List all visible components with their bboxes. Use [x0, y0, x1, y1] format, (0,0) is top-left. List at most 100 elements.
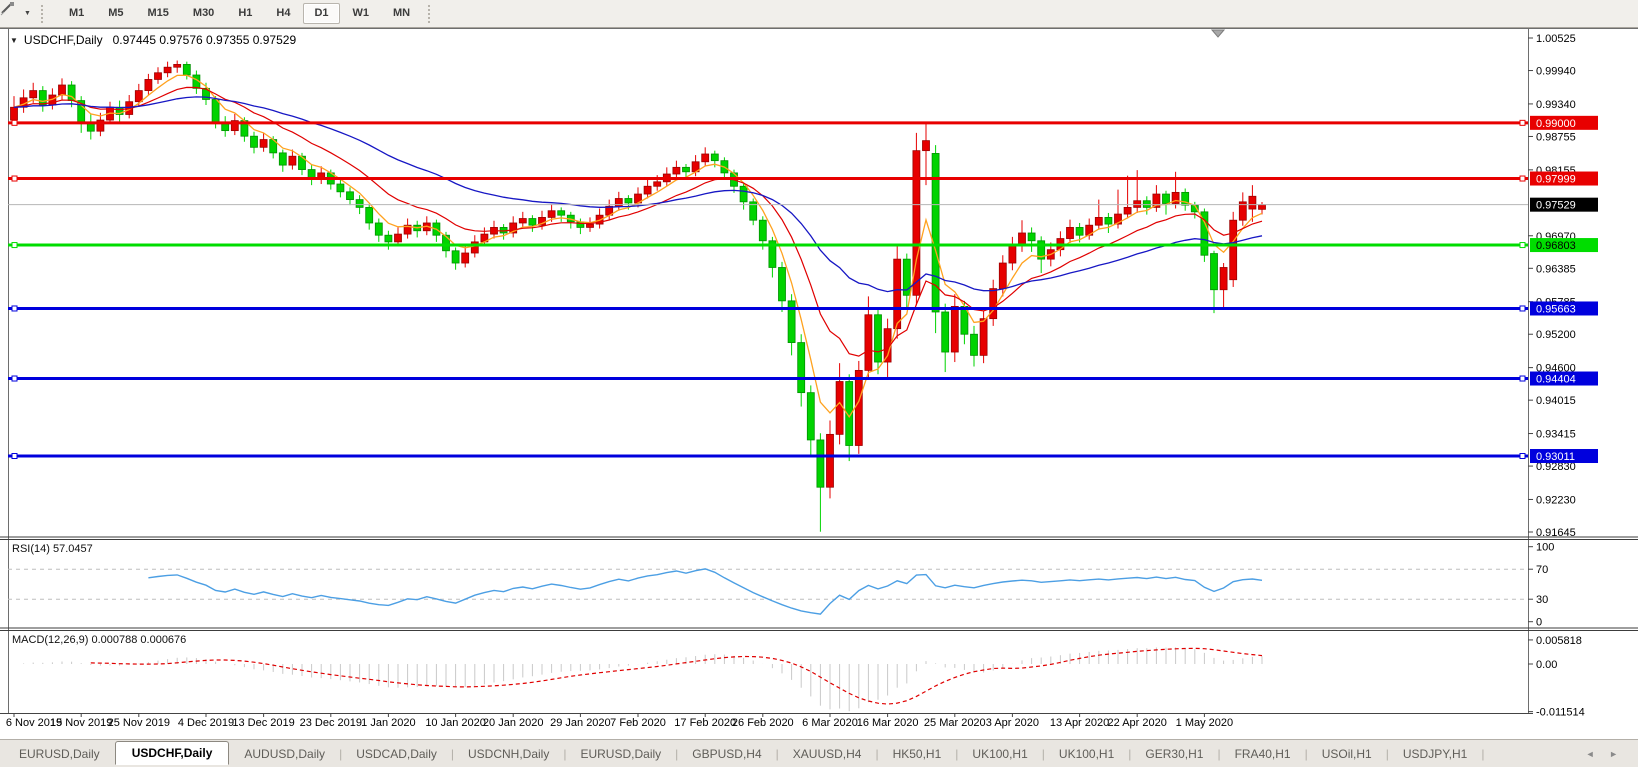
- hline-handle[interactable]: [1519, 242, 1526, 249]
- timeframe-button-w1[interactable]: W1: [352, 7, 370, 19]
- hline-handle[interactable]: [11, 453, 18, 460]
- candle: [710, 153, 719, 162]
- timeframe-button-m1[interactable]: M1: [68, 7, 85, 19]
- candle: [701, 153, 710, 163]
- symbol-tab-gbpusd-h4[interactable]: GBPUSD,H4: [692, 746, 762, 761]
- tab-scroll-left-icon[interactable]: ◄: [1585, 748, 1601, 759]
- tab-scroll-right-icon[interactable]: ►: [1609, 748, 1624, 759]
- candle: [1133, 200, 1142, 208]
- svg-text:16 Mar 2020: 16 Mar 2020: [857, 717, 919, 729]
- symbol-tab-fra40-h1[interactable]: FRA40,H1: [1234, 746, 1291, 761]
- symbol-tab-xauusd-h4[interactable]: XAUUSD,H4: [792, 746, 862, 761]
- timeframe-button-d1[interactable]: D1: [303, 3, 340, 24]
- candle: [163, 66, 172, 74]
- moving-averages-layer: [13, 74, 1263, 418]
- svg-text:30: 30: [1536, 594, 1548, 606]
- candle: [29, 90, 38, 99]
- hline-handle[interactable]: [1519, 453, 1526, 460]
- rsi-line: [148, 568, 1263, 615]
- candle: [461, 252, 470, 264]
- svg-text:0.94015: 0.94015: [1536, 395, 1576, 407]
- symbol-tab-usdcnh-daily[interactable]: USDCNH,Daily: [468, 746, 550, 761]
- symbol-tab-eurusd-daily[interactable]: EURUSD,Daily: [580, 746, 662, 761]
- candle: [442, 234, 450, 252]
- svg-text:6 Nov 2019: 6 Nov 2019: [6, 717, 62, 729]
- timeframe-button-m30[interactable]: M30: [192, 7, 215, 19]
- svg-text:70: 70: [1536, 564, 1548, 576]
- toolbar-grip-2[interactable]: [428, 4, 434, 23]
- candles-layer[interactable]: [10, 60, 1266, 532]
- svg-text:0.99940: 0.99940: [1536, 66, 1576, 78]
- toolbar-grip[interactable]: [40, 4, 47, 23]
- chart-menu-caret[interactable]: ▼: [10, 35, 18, 45]
- candle: [1229, 219, 1238, 281]
- timeframe-button-h1[interactable]: H1: [238, 7, 253, 19]
- price-badge: [1530, 449, 1598, 464]
- svg-text:0.92230: 0.92230: [1536, 494, 1576, 506]
- rsi-panel: 100 70 30 0: [8, 542, 1554, 629]
- draw-tool-icon[interactable]: [0, 2, 22, 23]
- svg-text:0.93011: 0.93011: [1536, 451, 1575, 463]
- candle: [1258, 204, 1266, 210]
- chart-shift-marker[interactable]: [1210, 29, 1226, 38]
- symbol-tab-uk100-h1[interactable]: UK100,H1: [972, 746, 1028, 761]
- candle: [230, 120, 239, 132]
- symbol-tab-usoil-h1[interactable]: USOil,H1: [1321, 746, 1372, 761]
- candle: [1162, 193, 1170, 204]
- candle: [394, 233, 402, 243]
- svg-text:29 Jan 2020: 29 Jan 2020: [550, 717, 611, 729]
- chart-canvas[interactable]: 1.005250.999400.993400.987550.981550.969…: [0, 28, 1638, 740]
- symbol-tab-usdjpy-h1[interactable]: USDJPY,H1: [1402, 746, 1468, 761]
- candle: [864, 314, 873, 371]
- svg-text:0.95663: 0.95663: [1536, 303, 1576, 315]
- price-badge: [1530, 197, 1598, 212]
- price-axis[interactable]: 1.005250.999400.993400.987550.981550.969…: [1528, 33, 1576, 539]
- candle: [557, 210, 566, 216]
- candle: [1114, 213, 1122, 225]
- tab-separator: |: [1041, 746, 1045, 761]
- tab-separator: |: [955, 746, 959, 761]
- timeframe-button-h4[interactable]: H4: [276, 7, 291, 19]
- timeframe-button-m5[interactable]: M5: [108, 7, 124, 19]
- symbol-tab-eurusd-daily[interactable]: EURUSD,Daily: [19, 746, 100, 761]
- candle: [1181, 191, 1190, 206]
- horizontal-lines-layer[interactable]: [8, 119, 1528, 460]
- hline-handle[interactable]: [11, 119, 18, 126]
- candle: [874, 314, 882, 363]
- candle: [509, 222, 518, 234]
- symbol-tab-usdchf-daily[interactable]: USDCHF,Daily: [114, 740, 230, 765]
- symbol-tab-uk100-h1[interactable]: UK100,H1: [1058, 746, 1115, 761]
- symbol-tab-audusd-daily[interactable]: AUDUSD,Daily: [244, 746, 326, 761]
- svg-text:100: 100: [1536, 542, 1554, 554]
- candle: [336, 183, 345, 193]
- candle: [202, 87, 210, 100]
- candle: [1066, 227, 1074, 239]
- timeframe-button-m15[interactable]: M15: [147, 7, 169, 19]
- hline-handle[interactable]: [1519, 375, 1526, 382]
- hline-handle[interactable]: [1519, 175, 1526, 182]
- hline-handle[interactable]: [11, 175, 18, 182]
- svg-text:0.93415: 0.93415: [1536, 429, 1576, 441]
- candle: [845, 381, 854, 446]
- candle: [970, 333, 978, 356]
- svg-text:20 Jan 2020: 20 Jan 2020: [483, 717, 544, 729]
- tool-dropdown-caret[interactable]: ▼: [24, 10, 31, 17]
- candle: [797, 342, 806, 394]
- svg-text:25 Mar 2020: 25 Mar 2020: [924, 717, 986, 729]
- candle: [58, 84, 66, 96]
- hline-handle[interactable]: [1519, 119, 1526, 126]
- tab-separator: |: [1304, 746, 1308, 761]
- hline-handle[interactable]: [1519, 305, 1526, 312]
- timeframe-button-mn[interactable]: MN: [393, 7, 411, 19]
- top-toolbar: ▼ M1 M5 M15 M30 H1 H4 D1 W1 MN: [0, 0, 1638, 28]
- symbol-tab-hk50-h1[interactable]: HK50,H1: [892, 746, 942, 761]
- chart-title: ▼ USDCHF,Daily 0.97445 0.97576 0.97355 0…: [10, 33, 296, 47]
- hline-handle[interactable]: [11, 242, 18, 249]
- macd-signal-line: [90, 647, 1263, 705]
- symbol-tab-ger30-h1[interactable]: GER30,H1: [1145, 746, 1204, 761]
- symbol-tab-usdcad-daily[interactable]: USDCAD,Daily: [356, 746, 437, 761]
- hline-handle[interactable]: [11, 305, 18, 312]
- candle: [778, 267, 786, 302]
- hline-handle[interactable]: [11, 375, 18, 382]
